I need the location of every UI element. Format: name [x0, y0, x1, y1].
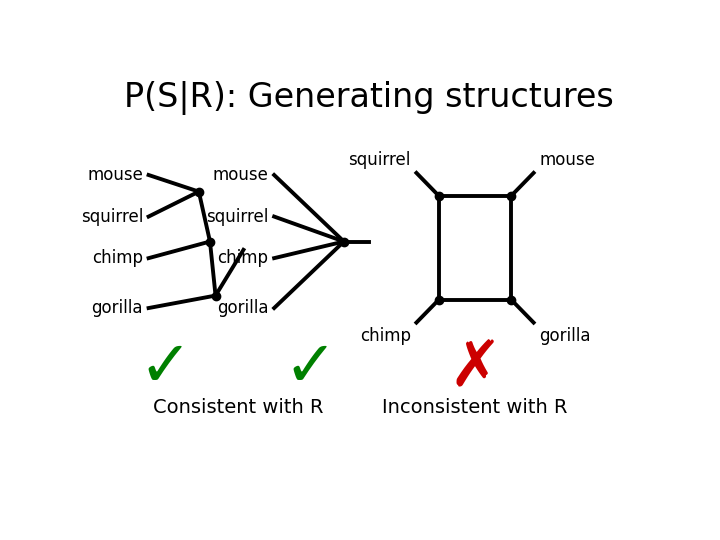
Text: squirrel: squirrel: [206, 207, 269, 226]
Text: gorilla: gorilla: [539, 327, 590, 345]
Text: gorilla: gorilla: [217, 299, 269, 317]
Text: Inconsistent with R: Inconsistent with R: [382, 399, 568, 417]
Text: chimp: chimp: [92, 249, 143, 267]
Text: gorilla: gorilla: [91, 299, 143, 317]
Text: ✓: ✓: [138, 338, 192, 400]
Text: squirrel: squirrel: [81, 207, 143, 226]
Text: mouse: mouse: [212, 166, 269, 184]
Text: chimp: chimp: [217, 249, 269, 267]
Text: Consistent with R: Consistent with R: [153, 399, 323, 417]
Text: squirrel: squirrel: [348, 151, 411, 168]
Text: chimp: chimp: [360, 327, 411, 345]
Text: P(S|R): Generating structures: P(S|R): Generating structures: [124, 82, 614, 116]
Text: ✓: ✓: [284, 338, 337, 400]
Text: ✗: ✗: [449, 338, 502, 400]
Text: mouse: mouse: [87, 166, 143, 184]
Text: mouse: mouse: [539, 151, 595, 168]
